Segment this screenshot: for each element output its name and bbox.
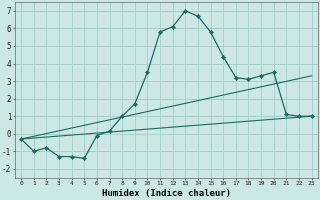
X-axis label: Humidex (Indice chaleur): Humidex (Indice chaleur) <box>102 189 231 198</box>
